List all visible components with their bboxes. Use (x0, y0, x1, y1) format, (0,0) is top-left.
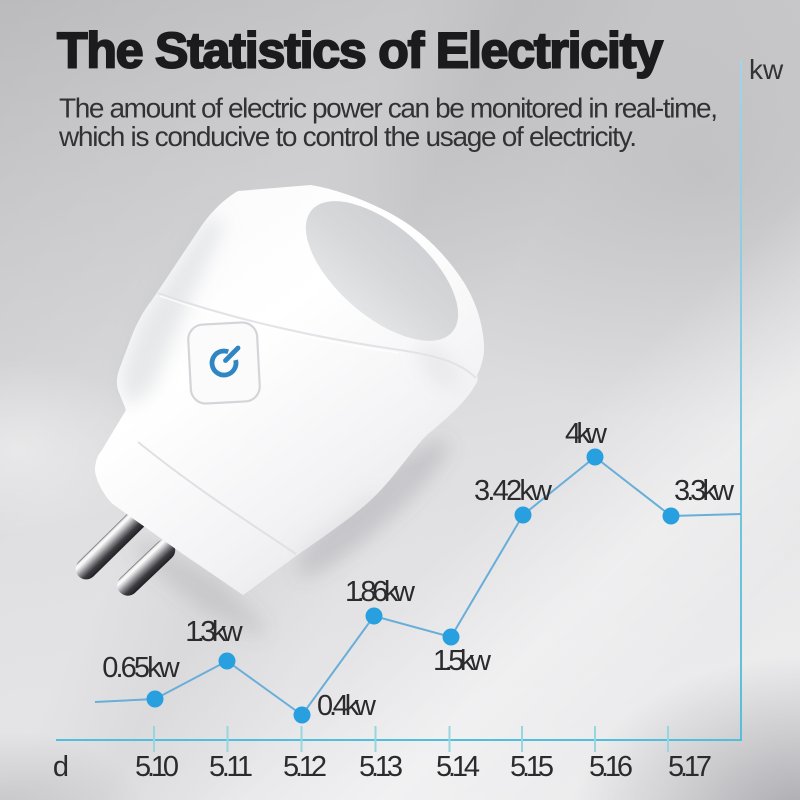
svg-text:kw: kw (749, 54, 784, 85)
svg-text:4kw: 4kw (565, 418, 608, 450)
svg-text:The amount of electric power c: The amount of electric power can be moni… (59, 93, 718, 124)
svg-text:0.4kw: 0.4kw (317, 690, 377, 722)
svg-text:5.13: 5.13 (359, 751, 403, 783)
svg-text:3.3kw: 3.3kw (674, 475, 735, 507)
svg-text:5.17: 5.17 (668, 751, 712, 783)
svg-text:1.3kw: 1.3kw (185, 616, 244, 648)
svg-text:which is conducive to control: which is conducive to control the usage … (58, 121, 637, 152)
svg-text:3.42kw: 3.42kw (474, 475, 553, 507)
svg-text:d: d (53, 751, 69, 783)
svg-text:The Statistics of Electricity: The Statistics of Electricity (57, 23, 663, 79)
svg-text:5.15: 5.15 (510, 751, 554, 783)
svg-text:5.14: 5.14 (436, 751, 480, 783)
svg-text:1.5kw: 1.5kw (433, 645, 492, 677)
svg-text:1.86kw: 1.86kw (345, 576, 416, 608)
svg-text:0.65kw: 0.65kw (102, 652, 181, 684)
svg-text:5.10: 5.10 (135, 751, 179, 783)
svg-text:5.16: 5.16 (589, 751, 633, 783)
svg-text:5.11: 5.11 (209, 751, 253, 783)
svg-text:5.12: 5.12 (283, 751, 327, 783)
